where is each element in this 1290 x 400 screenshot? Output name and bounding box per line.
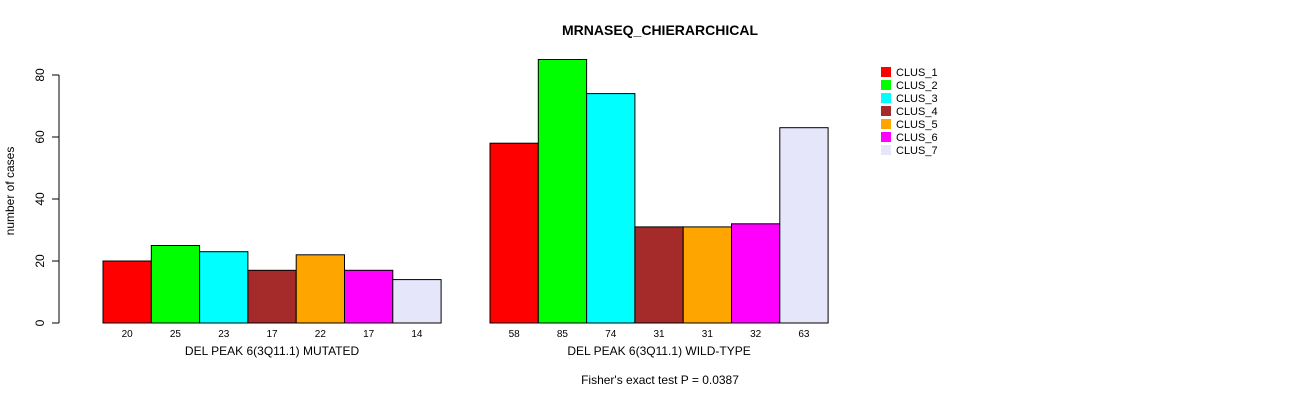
legend-swatch — [881, 106, 891, 116]
bar-clus_4 — [247, 269, 297, 324]
legend-swatch — [881, 145, 891, 155]
bar-value-label: 17 — [363, 329, 375, 340]
footnote: Fisher's exact test P = 0.0387 — [581, 373, 739, 387]
group-label: DEL PEAK 6(3Q11.1) WILD-TYPE — [567, 344, 750, 358]
chart-title: MRNASEQ_CHIERARCHICAL — [562, 22, 758, 38]
legend-swatch — [881, 119, 891, 129]
bar-value-label: 22 — [315, 329, 327, 340]
bar-clus_5 — [295, 254, 346, 324]
bar-value-label: 17 — [266, 329, 278, 340]
legend-label: CLUS_5 — [896, 119, 938, 131]
bar-value-label: 31 — [702, 329, 714, 340]
bar-clus_3 — [586, 93, 636, 324]
legend-label: CLUS_1 — [896, 67, 938, 79]
bar-value-label: 85 — [557, 329, 569, 340]
bar-clus_1 — [489, 142, 539, 324]
bar-clus_6 — [731, 223, 781, 324]
bar-value-label: 23 — [218, 329, 230, 340]
legend-label: CLUS_6 — [896, 132, 938, 144]
bars: 20 25 23 17 22 17 14 DEL PEAK 6(3Q11.1) MUTATED… — [102, 59, 829, 358]
bar-clus_2 — [150, 245, 201, 324]
bar-clus_2 — [537, 59, 588, 324]
y-tick-label: 80 — [33, 68, 47, 82]
bar-clus_5 — [682, 226, 733, 324]
bar-value-label: 25 — [170, 329, 182, 340]
bar-value-label: 32 — [750, 329, 762, 340]
bar-clus_7 — [392, 279, 442, 324]
legend-label: CLUS_7 — [896, 145, 938, 157]
legend-label: CLUS_4 — [896, 106, 938, 118]
y-tick-label: 0 — [33, 319, 47, 326]
bar-clus_6 — [344, 269, 394, 324]
y-axis: 0 20 40 60 80 — [33, 68, 60, 326]
legend-swatch — [881, 80, 891, 90]
bar-clus_1 — [102, 260, 152, 324]
y-tick-label: 40 — [33, 192, 47, 206]
bar-clus_4 — [634, 226, 684, 324]
bar-value-label: 20 — [122, 329, 134, 340]
group-label: DEL PEAK 6(3Q11.1) MUTATED — [185, 344, 360, 358]
y-axis-label: number of cases — [3, 147, 17, 236]
bar-value-label: 14 — [411, 329, 423, 340]
y-tick-label: 20 — [33, 254, 47, 268]
legend-swatch — [881, 93, 891, 103]
legend-label: CLUS_3 — [896, 93, 938, 105]
bar-clus_3 — [199, 251, 249, 324]
legend-swatch — [881, 67, 891, 77]
bar-clus_7 — [779, 127, 829, 324]
legend-label: CLUS_2 — [896, 80, 938, 92]
y-tick-label: 60 — [33, 130, 47, 144]
bar-value-label: 74 — [605, 329, 617, 340]
bar-value-label: 31 — [653, 329, 665, 340]
legend-swatch — [881, 132, 891, 142]
legend: CLUS_1CLUS_2CLUS_3CLUS_4CLUS_5CLUS_6CLUS… — [881, 67, 938, 157]
bar-value-label: 58 — [509, 329, 521, 340]
bar-value-label: 63 — [798, 329, 810, 340]
